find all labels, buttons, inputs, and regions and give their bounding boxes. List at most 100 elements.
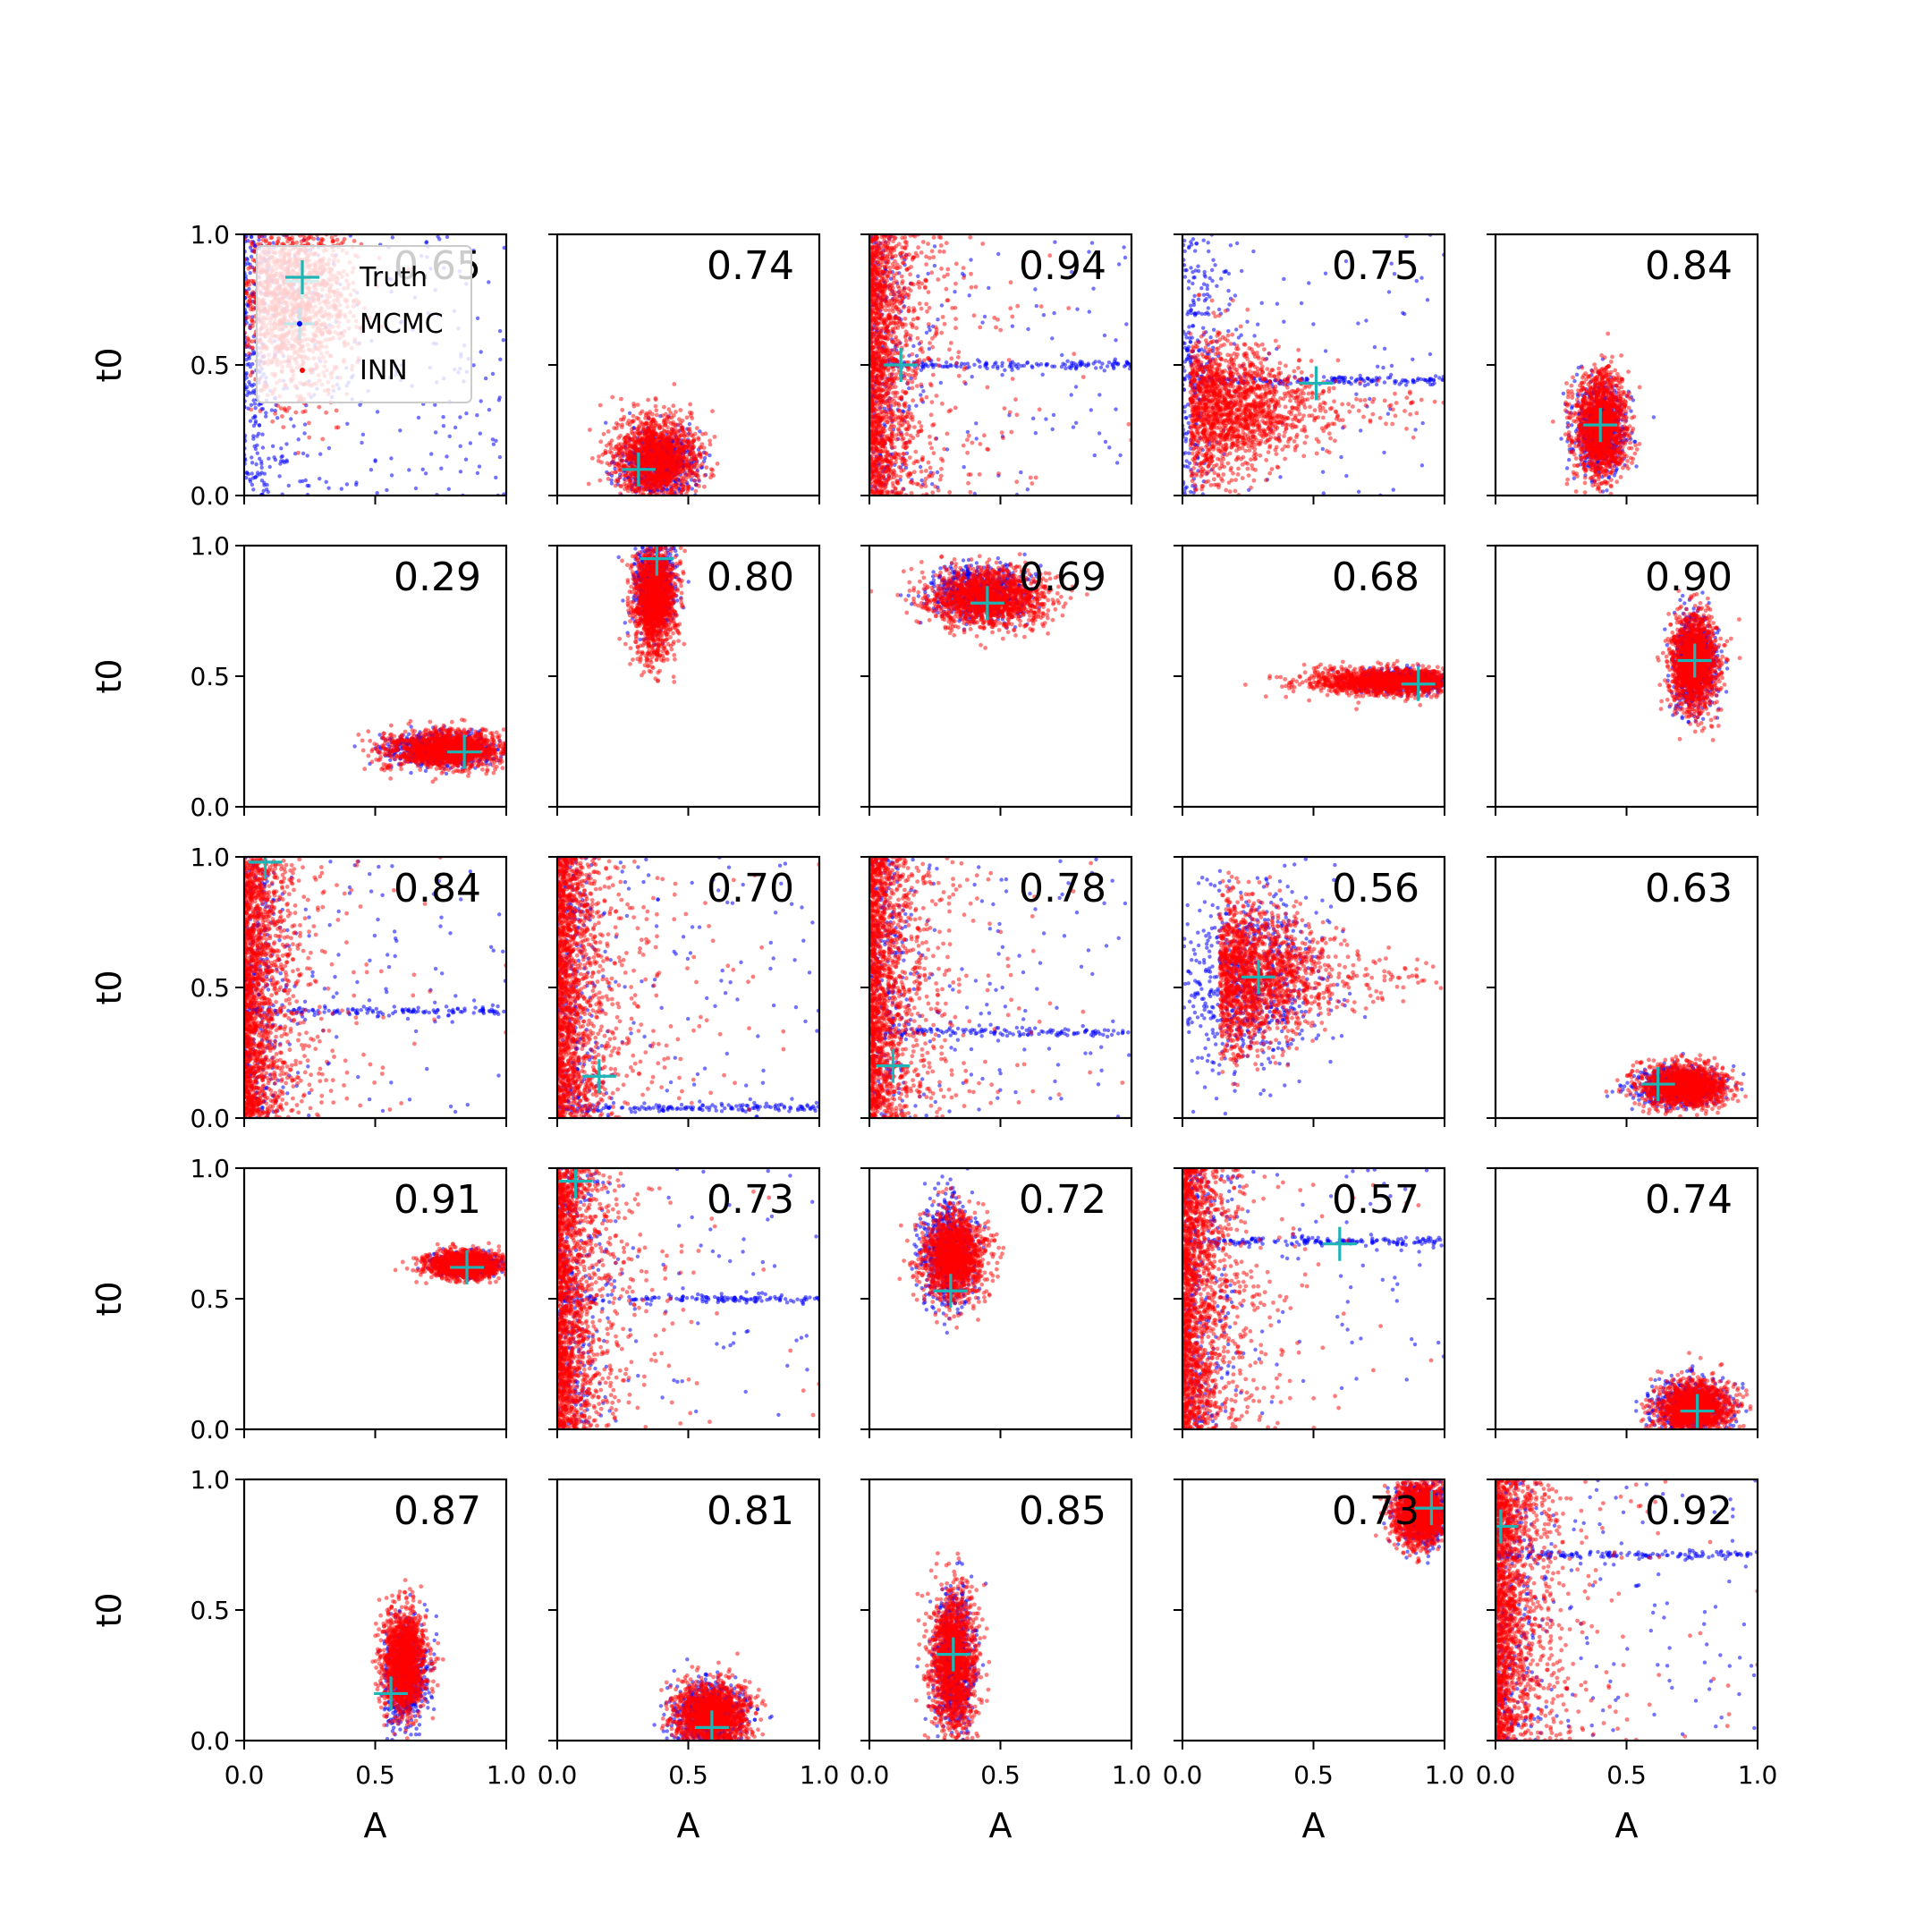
- mcmc-point: [996, 364, 1000, 369]
- inn-point: [278, 406, 284, 411]
- mcmc-point: [927, 346, 932, 352]
- mcmc-point: [433, 402, 437, 407]
- inn-point: [597, 402, 603, 408]
- inn-point: [695, 473, 700, 478]
- mcmc-point: [416, 415, 421, 420]
- inn-point: [645, 433, 650, 438]
- inn-point: [922, 480, 928, 485]
- mcmc-point: [475, 470, 480, 476]
- mcmc-point: [390, 235, 394, 240]
- inn-point: [693, 456, 698, 462]
- inn-point: [273, 411, 277, 416]
- mcmc-point: [1106, 360, 1112, 365]
- inn-point: [666, 407, 672, 412]
- mcmc-point: [919, 478, 924, 483]
- mcmc-point: [279, 446, 284, 451]
- inn-point: [688, 402, 692, 407]
- mcmc-point: [446, 487, 451, 491]
- inn-point: [653, 395, 658, 401]
- inn-point: [684, 463, 690, 469]
- inn-point: [619, 484, 623, 488]
- mcmc-point: [491, 442, 496, 446]
- inn-point: [329, 235, 335, 240]
- inn-point: [625, 432, 630, 437]
- mcmc-point: [1000, 360, 1004, 365]
- inn-point: [679, 490, 683, 496]
- inn-point: [696, 436, 701, 440]
- inn-point: [249, 240, 254, 244]
- inn-point: [924, 262, 928, 267]
- inn-point: [625, 455, 630, 461]
- mcmc-point: [1010, 365, 1014, 369]
- inn-point: [620, 408, 625, 412]
- inn-point: [640, 444, 646, 448]
- inn-point: [651, 417, 656, 422]
- mcmc-point: [1065, 359, 1070, 363]
- inn-point: [606, 477, 611, 481]
- mcmc-point: [918, 464, 923, 470]
- inn-point: [978, 325, 983, 330]
- mcmc-point: [690, 487, 694, 491]
- inn-point: [709, 471, 714, 477]
- mcmc-point: [296, 437, 301, 442]
- inn-point: [663, 452, 667, 457]
- inn-point: [674, 410, 678, 414]
- mcmc-point: [984, 361, 988, 366]
- inn-point: [630, 427, 634, 432]
- mcmc-point: [991, 364, 996, 369]
- inn-point: [962, 379, 967, 385]
- mcmc-point: [932, 244, 937, 249]
- inn-point: [663, 422, 667, 428]
- inn-point: [891, 367, 896, 372]
- mcmc-point: [498, 357, 503, 361]
- mcmc-point: [1089, 241, 1095, 245]
- mcmc-point: [494, 438, 498, 443]
- mcmc-point: [423, 471, 428, 476]
- inn-point: [676, 417, 682, 422]
- mcmc-point: [284, 460, 289, 464]
- inn-point: [669, 433, 674, 437]
- inn-point: [691, 434, 695, 438]
- inn-point: [248, 373, 253, 377]
- mcmc-point: [698, 429, 702, 434]
- inn-point: [614, 470, 619, 474]
- mcmc-point: [318, 452, 323, 456]
- mcmc-point: [965, 429, 970, 435]
- mcmc-point: [441, 424, 446, 428]
- mcmc-point: [1114, 338, 1118, 343]
- mcmc-point: [487, 280, 491, 284]
- mcmc-point: [252, 444, 257, 449]
- inn-point: [671, 473, 676, 478]
- mcmc-point: [262, 483, 267, 487]
- mcmc-point: [996, 251, 1001, 257]
- inn-point: [925, 309, 929, 314]
- inn-point: [929, 445, 934, 451]
- inn-point: [627, 422, 632, 428]
- inn-point: [912, 425, 917, 429]
- inn-point: [648, 490, 654, 496]
- inn-point: [697, 484, 701, 488]
- inn-point: [669, 487, 674, 493]
- inn-point: [644, 411, 649, 416]
- inn-point: [247, 351, 251, 356]
- inn-point: [630, 486, 635, 491]
- inn-point: [940, 315, 945, 319]
- inn-point: [590, 456, 595, 461]
- inn-point: [641, 475, 647, 480]
- inn-point: [352, 239, 357, 243]
- inn-point: [250, 345, 255, 351]
- inn-point: [669, 467, 674, 472]
- mcmc-point: [302, 431, 307, 436]
- inn-point: [630, 419, 635, 424]
- mcmc-point: [369, 468, 374, 472]
- mcmc-point: [1091, 286, 1096, 291]
- legend-box: [256, 245, 472, 403]
- mcmc-point: [305, 453, 309, 458]
- mcmc-point: [1113, 357, 1118, 361]
- inn-point: [962, 275, 966, 280]
- inn-point: [953, 405, 958, 411]
- mcmc-point: [1030, 364, 1034, 369]
- inn-point: [1033, 475, 1038, 480]
- inn-point: [699, 442, 705, 446]
